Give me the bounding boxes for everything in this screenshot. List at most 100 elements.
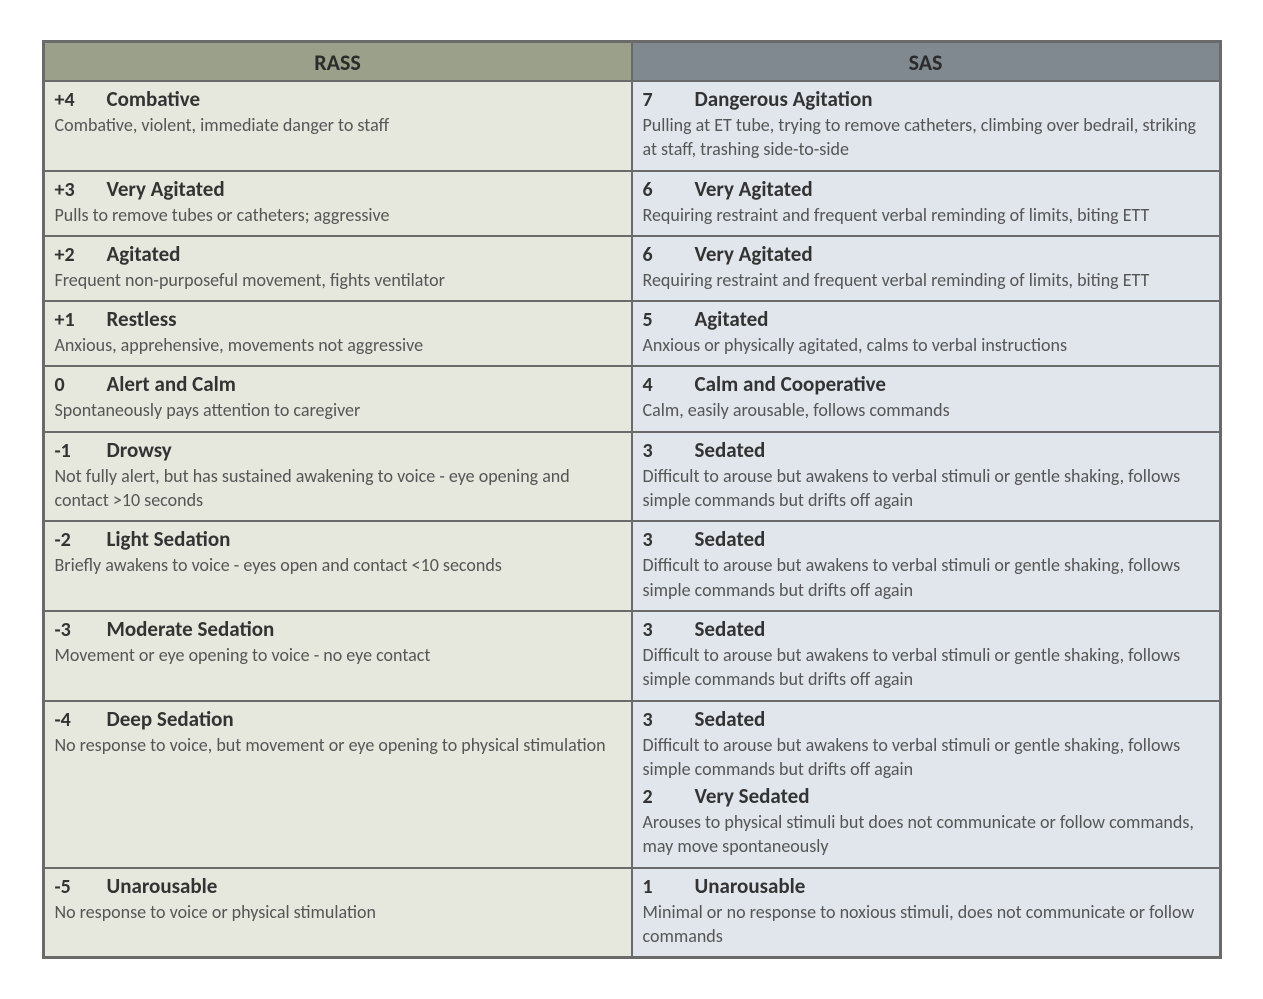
entry-score: -3	[55, 618, 83, 642]
entry-name: Very Agitated	[107, 176, 225, 202]
entry-score: 1	[643, 875, 671, 899]
entry-description: Requiring restraint and frequent verbal …	[643, 203, 1209, 227]
entry-head: 6Very Agitated	[643, 241, 1209, 267]
entry-head: 7 Dangerous Agitation	[643, 86, 1209, 112]
entry-description: Briefly awakens to voice - eyes open and…	[55, 553, 621, 577]
table-row: -5UnarousableNo response to voice or phy…	[44, 868, 1220, 958]
table-row: +4 CombativeCombative, violent, immediate…	[44, 81, 1220, 171]
entry-description: Anxious, apprehensive, movements not agg…	[55, 333, 621, 357]
sas-cell: 3 SedatedDifficult to arouse but awakens …	[632, 701, 1220, 868]
rass-cell: +3 Very AgitatedPulls to remove tubes or …	[44, 171, 632, 236]
rass-cell: -4 Deep SedationNo response to voice, but…	[44, 701, 632, 868]
rass-cell: +1RestlessAnxious, apprehensive, movemen…	[44, 301, 632, 366]
sas-cell: 5AgitatedAnxious or physically agitated,…	[632, 301, 1220, 366]
entry-name: Sedated	[695, 526, 766, 552]
entry-head: 0 Alert and Calm	[55, 371, 621, 397]
rass-entry: -2 Light SedationBriefly awakens to voice…	[55, 526, 621, 577]
entry-name: Sedated	[695, 616, 766, 642]
entry-score: +2	[55, 243, 83, 267]
entry-head: 3 Sedated	[643, 706, 1209, 732]
entry-score: 3	[643, 708, 671, 732]
entry-description: Difficult to arouse but awakens to verba…	[643, 643, 1209, 692]
rass-sas-comparison-table: RASS SAS +4 CombativeCombative, violent, …	[42, 40, 1222, 959]
entry-score: 5	[643, 308, 671, 332]
entry-head: +4 Combative	[55, 86, 621, 112]
rass-entry: -3 Moderate SedationMovement or eye openi…	[55, 616, 621, 667]
entry-score: -5	[55, 875, 83, 899]
rass-cell: -2 Light SedationBriefly awakens to voice…	[44, 521, 632, 611]
sas-cell: 3 SedatedDifficult to arouse but awakens …	[632, 432, 1220, 522]
entry-score: -4	[55, 708, 83, 732]
entry-head: 6Very Agitated	[643, 176, 1209, 202]
sas-cell: 6Very AgitatedRequiring restraint and fr…	[632, 171, 1220, 236]
entry-description: Difficult to arouse but awakens to verba…	[643, 464, 1209, 513]
sas-entry: 3 SedatedDifficult to arouse but awakens …	[643, 616, 1209, 692]
entry-name: Agitated	[107, 241, 181, 267]
table-body: +4 CombativeCombative, violent, immediate…	[44, 81, 1220, 957]
entry-name: Calm and Cooperative	[695, 371, 886, 397]
entry-head: +3 Very Agitated	[55, 176, 621, 202]
entry-head: 1 Unarousable	[643, 873, 1209, 899]
sas-entry: 6Very AgitatedRequiring restraint and fr…	[643, 241, 1209, 292]
entry-description: Frequent non-purposeful movement, fights…	[55, 268, 621, 292]
entry-head: -2 Light Sedation	[55, 526, 621, 552]
entry-score: +4	[55, 88, 83, 112]
entry-name: Dangerous Agitation	[695, 86, 873, 112]
entry-description: Not fully alert, but has sustained awake…	[55, 464, 621, 513]
entry-score: 3	[643, 618, 671, 642]
rass-cell: -3 Moderate SedationMovement or eye openi…	[44, 611, 632, 701]
table-header-row: RASS SAS	[44, 42, 1220, 81]
entry-description: Pulls to remove tubes or catheters; aggr…	[55, 203, 621, 227]
entry-score: +3	[55, 178, 83, 202]
entry-score: 7	[643, 88, 671, 112]
entry-description: Pulling at ET tube, trying to remove cat…	[643, 113, 1209, 162]
entry-description: Difficult to arouse but awakens to verba…	[643, 733, 1209, 782]
table-row: -4 Deep SedationNo response to voice, but…	[44, 701, 1220, 868]
entry-name: Moderate Sedation	[107, 616, 275, 642]
entry-name: Alert and Calm	[107, 371, 236, 397]
sas-cell: 1 UnarousableMinimal or no response to no…	[632, 868, 1220, 958]
entry-score: -1	[55, 439, 83, 463]
entry-description: Combative, violent, immediate danger to …	[55, 113, 621, 137]
entry-head: 3 Sedated	[643, 437, 1209, 463]
entry-head: 5 Agitated	[643, 306, 1209, 332]
entry-name: Light Sedation	[107, 526, 231, 552]
entry-head: 4Calm and Cooperative	[643, 371, 1209, 397]
entry-name: Unarousable	[695, 873, 806, 899]
entry-name: Restless	[107, 306, 177, 332]
sas-entry: 4Calm and CooperativeCalm, easily arousa…	[643, 371, 1209, 422]
entry-score: 3	[643, 439, 671, 463]
sas-cell: 3SedatedDifficult to arouse but awakens …	[632, 521, 1220, 611]
entry-description: Minimal or no response to noxious stimul…	[643, 900, 1209, 949]
table-row: +1RestlessAnxious, apprehensive, movemen…	[44, 301, 1220, 366]
entry-head: 3Sedated	[643, 526, 1209, 552]
sas-entry: 3SedatedDifficult to arouse but awakens …	[643, 526, 1209, 602]
entry-description: No response to voice, but movement or ey…	[55, 733, 621, 757]
entry-score: -2	[55, 528, 83, 552]
entry-head: +1Restless	[55, 306, 621, 332]
entry-description: Movement or eye opening to voice - no ey…	[55, 643, 621, 667]
rass-entry: 0Alert and CalmSpontaneously pays attent…	[55, 371, 621, 422]
column-header-rass: RASS	[44, 42, 632, 81]
entry-score: 0	[55, 373, 83, 397]
table-row: -2 Light SedationBriefly awakens to voice…	[44, 521, 1220, 611]
entry-name: Combative	[107, 86, 201, 112]
entry-name: Sedated	[695, 437, 766, 463]
rass-entry: +2 AgitatedFrequent non-purposeful moveme…	[55, 241, 621, 292]
entry-name: Very Sedated	[695, 783, 810, 809]
entry-name: Agitated	[695, 306, 769, 332]
entry-head: 3 Sedated	[643, 616, 1209, 642]
sas-entry: 7 Dangerous AgitationPulling at ET tube, …	[643, 86, 1209, 162]
entry-name: Deep Sedation	[107, 706, 234, 732]
entry-name: Unarousable	[107, 873, 218, 899]
entry-head: 2Very Sedated	[643, 783, 1209, 809]
entry-name: Sedated	[695, 706, 766, 732]
entry-description: Calm, easily arousable, follows commands	[643, 398, 1209, 422]
entry-score: 6	[643, 243, 671, 267]
entry-head: +2 Agitated	[55, 241, 621, 267]
rass-entry: -4 Deep SedationNo response to voice, but…	[55, 706, 621, 757]
rass-entry: -5UnarousableNo response to voice or phy…	[55, 873, 621, 924]
sas-cell: 7 Dangerous AgitationPulling at ET tube, …	[632, 81, 1220, 171]
entry-description: Arouses to physical stimuli but does not…	[643, 810, 1209, 859]
entry-description: Difficult to arouse but awakens to verba…	[643, 553, 1209, 602]
